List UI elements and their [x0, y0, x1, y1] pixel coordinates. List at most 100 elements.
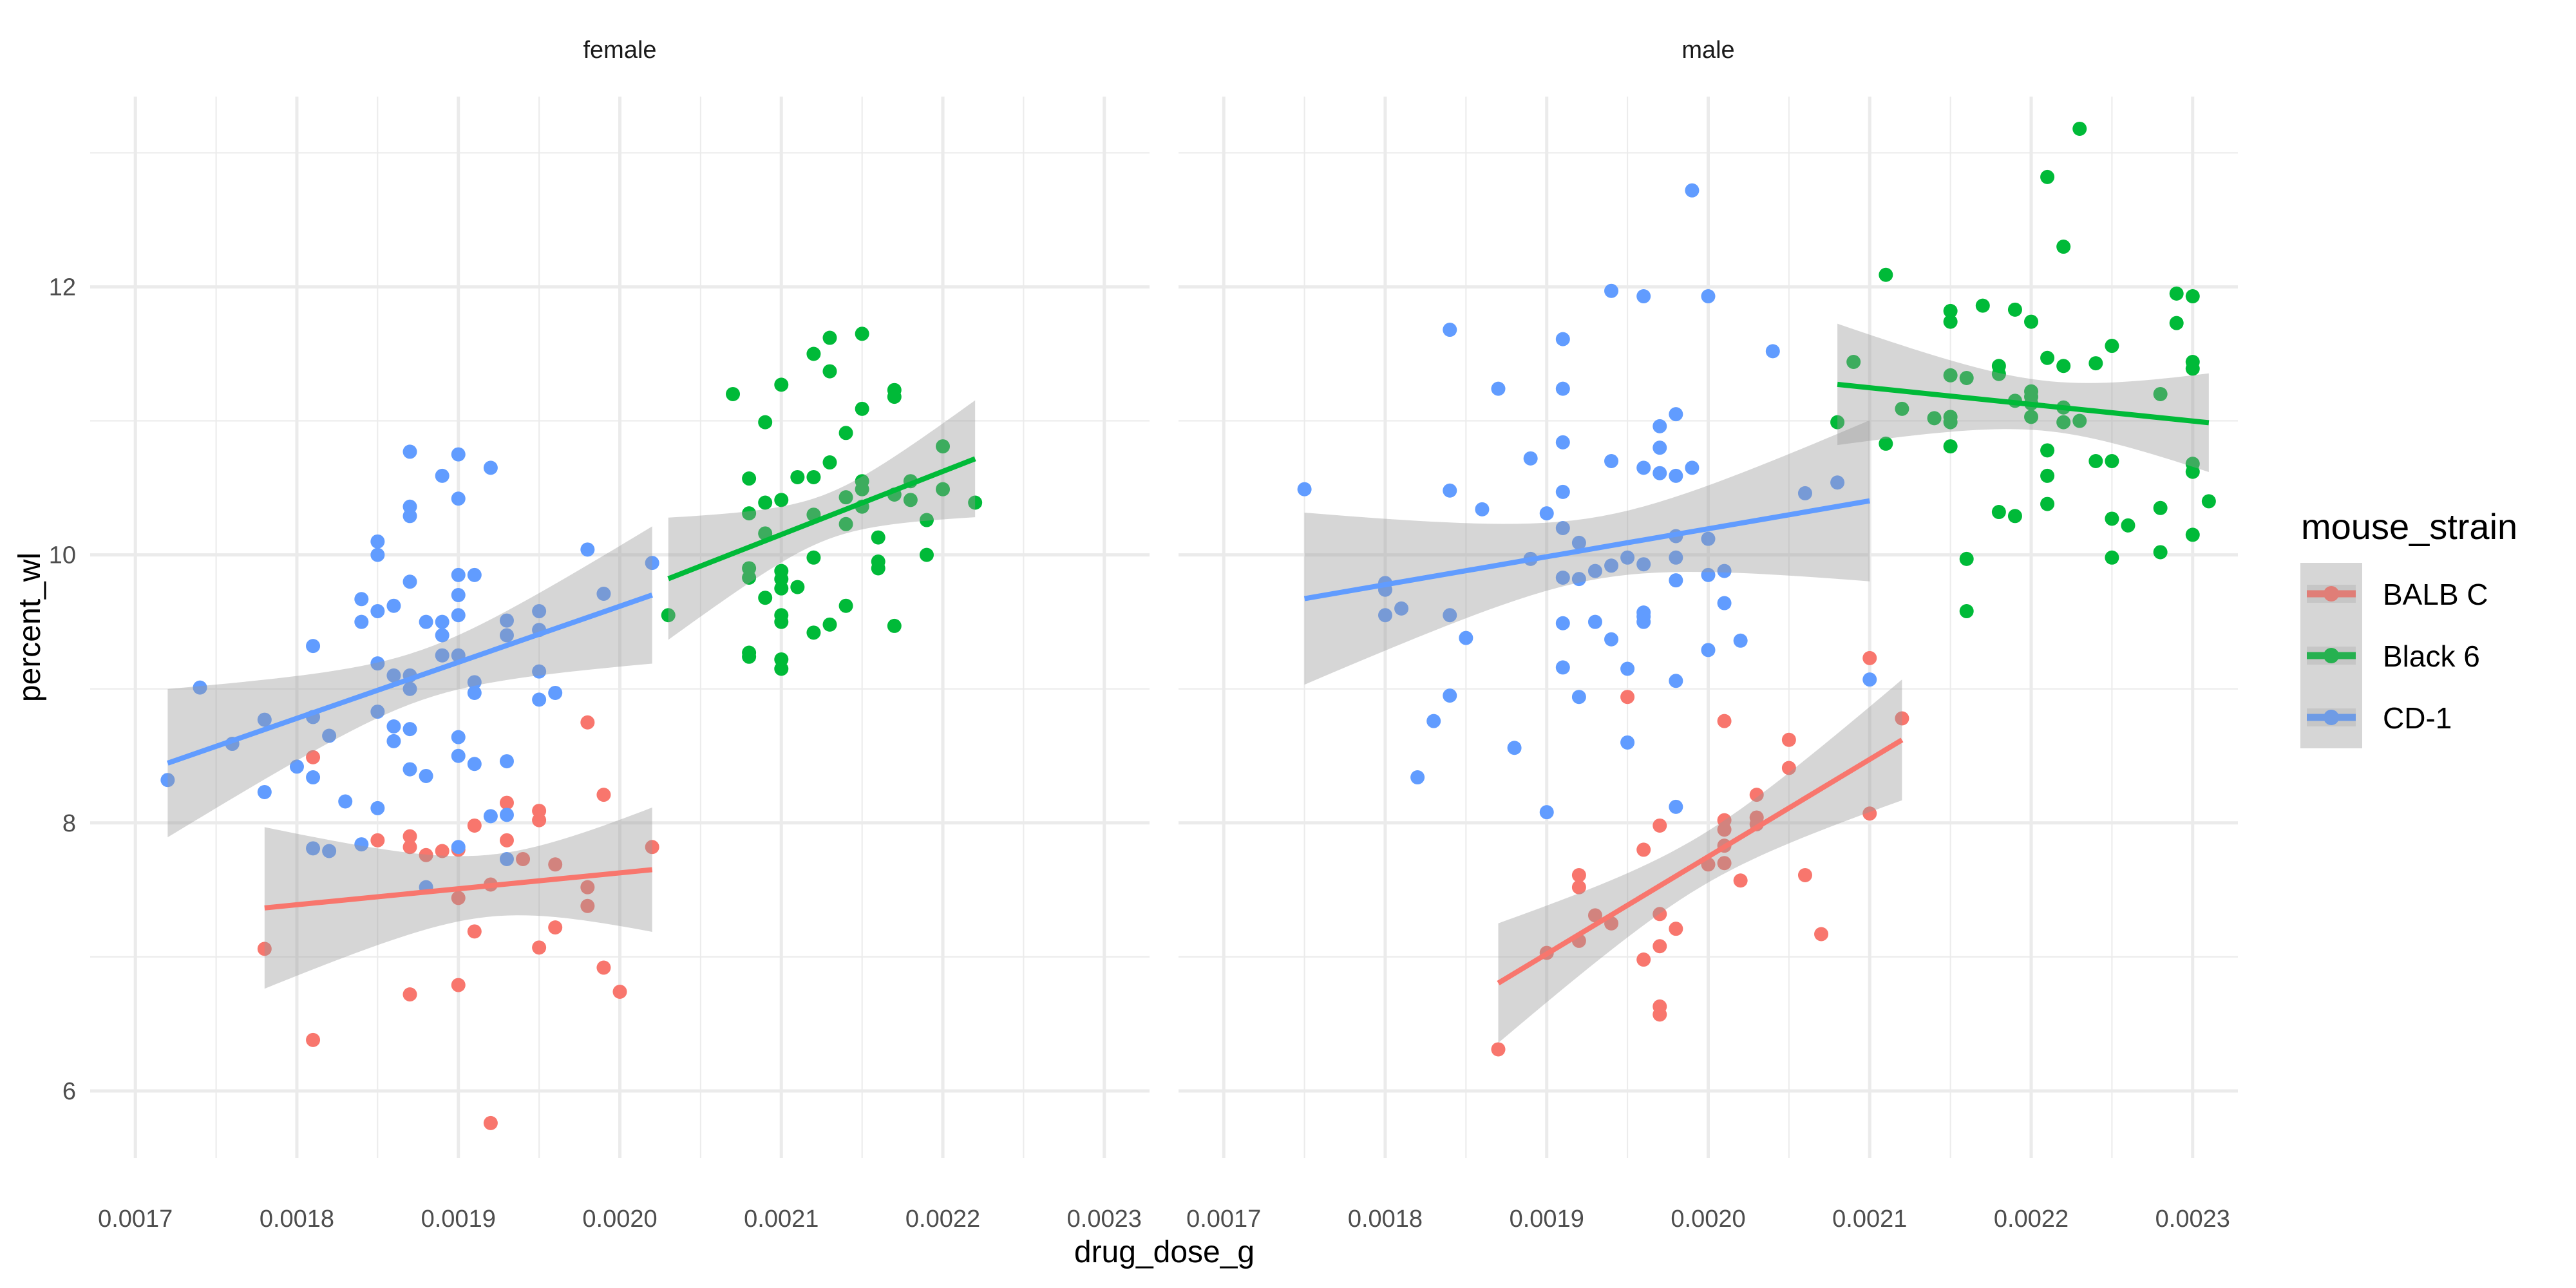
x-tick-label: 0.0020 [582, 1206, 657, 1233]
data-point-black-6 [2088, 453, 2103, 468]
data-point-balb-c [580, 715, 595, 730]
x-axis-ticks: 0.0017 0.0018 0.0019 0.0020 0.0021 0.0022 0.00… [98, 1206, 2230, 1233]
data-point-cd-1 [370, 705, 385, 719]
data-point-black-6 [774, 377, 789, 392]
data-point-cd-1 [1636, 289, 1651, 304]
data-point-balb-c [1733, 873, 1748, 888]
x-tick-label: 0.0022 [905, 1206, 980, 1233]
data-point-cd-1 [1571, 535, 1586, 550]
data-point-cd-1 [451, 491, 466, 506]
data-point-black-6 [2105, 511, 2119, 526]
data-point-black-6 [2056, 359, 2071, 374]
data-point-cd-1 [402, 762, 417, 777]
data-point-cd-1 [645, 556, 659, 571]
data-point-black-6 [2040, 497, 2055, 511]
data-point-black-6 [2040, 443, 2055, 458]
confidence-band-black-6 [1837, 323, 2209, 473]
data-point-cd-1 [499, 851, 514, 866]
data-point-balb-c [499, 795, 514, 810]
data-point-balb-c [451, 978, 466, 992]
data-point-cd-1 [1636, 614, 1651, 629]
data-point-black-6 [1943, 415, 1958, 430]
x-tick-label: 0.0017 [98, 1206, 173, 1233]
data-point-black-6 [2056, 240, 2071, 254]
data-point-cd-1 [435, 628, 450, 643]
data-point-balb-c [1653, 939, 1667, 954]
data-point-black-6 [822, 364, 837, 379]
data-point-balb-c [596, 788, 611, 802]
legend-label-black-6: Black 6 [2383, 639, 2480, 673]
data-point-black-6 [1830, 415, 1845, 430]
data-point-cd-1 [1555, 435, 1570, 450]
data-point-black-6 [2024, 410, 2039, 424]
data-point-black-6 [2185, 527, 2200, 542]
data-point-black-6 [790, 469, 805, 484]
data-point-balb-c [1797, 867, 1812, 882]
data-point-cd-1 [1669, 674, 1683, 688]
data-point-balb-c [467, 818, 482, 833]
data-point-balb-c [370, 833, 385, 848]
data-point-balb-c [1669, 922, 1683, 936]
data-point-balb-c [1571, 867, 1586, 882]
data-point-black-6 [1879, 436, 1893, 451]
data-point-black-6 [806, 469, 821, 484]
data-point-balb-c [1895, 711, 1909, 726]
legend-key-point-cd-1 [2324, 710, 2339, 725]
facet-strip-label-female: female [583, 37, 656, 64]
data-point-cd-1 [1555, 484, 1570, 499]
data-point-black-6 [2072, 121, 2087, 136]
data-point-black-6 [1927, 411, 1942, 426]
data-point-black-6 [919, 547, 934, 562]
data-point-cd-1 [1653, 466, 1667, 480]
data-point-black-6 [1959, 551, 1974, 566]
data-point-cd-1 [1636, 557, 1651, 572]
data-point-balb-c [596, 960, 611, 975]
data-point-balb-c [1653, 1007, 1667, 1022]
data-point-black-6 [887, 390, 902, 404]
data-point-cd-1 [1491, 381, 1506, 396]
data-point-balb-c [612, 984, 627, 999]
data-point-balb-c [435, 844, 450, 858]
data-point-cd-1 [532, 692, 547, 707]
data-point-black-6 [2072, 413, 2087, 428]
legend: mouse_strain BALB C Black 6 CD-1 [2300, 506, 2517, 748]
facet-panel-female [90, 97, 1150, 1158]
data-point-balb-c [467, 924, 482, 939]
data-point-black-6 [855, 401, 869, 416]
data-point-balb-c [419, 848, 433, 862]
y-tick-label: 6 [62, 1078, 76, 1105]
x-tick-label: 0.0021 [744, 1206, 819, 1233]
data-point-balb-c [580, 898, 595, 913]
data-point-cd-1 [1555, 332, 1570, 346]
data-point-black-6 [1846, 355, 1861, 369]
data-point-cd-1 [386, 668, 401, 683]
data-point-cd-1 [1733, 633, 1748, 648]
data-point-cd-1 [1555, 521, 1570, 536]
data-point-cd-1 [1604, 453, 1619, 468]
data-point-balb-c [402, 840, 417, 855]
data-point-black-6 [758, 415, 773, 430]
data-point-balb-c [402, 987, 417, 1002]
data-point-cd-1 [1701, 531, 1716, 546]
data-point-black-6 [855, 327, 869, 341]
data-point-black-6 [2040, 169, 2055, 184]
data-point-cd-1 [1507, 741, 1522, 755]
data-point-cd-1 [1587, 614, 1602, 629]
data-point-black-6 [1895, 401, 1909, 416]
data-point-cd-1 [467, 685, 482, 700]
data-point-black-6 [774, 661, 789, 676]
data-point-cd-1 [1669, 550, 1683, 565]
fit-line-balb-c [1497, 737, 1904, 985]
data-point-black-6 [2153, 545, 2168, 560]
data-point-black-6 [838, 598, 853, 613]
data-point-black-6 [1991, 366, 2006, 381]
legend-key-point-black-6 [2324, 648, 2339, 663]
data-point-cd-1 [370, 800, 385, 815]
data-point-balb-c [1717, 714, 1732, 728]
data-point-cd-1 [1669, 573, 1683, 588]
data-point-balb-c [1717, 856, 1732, 871]
confidence-band-cd-1 [167, 526, 652, 838]
data-point-black-6 [936, 439, 951, 454]
data-point-balb-c [532, 813, 547, 828]
